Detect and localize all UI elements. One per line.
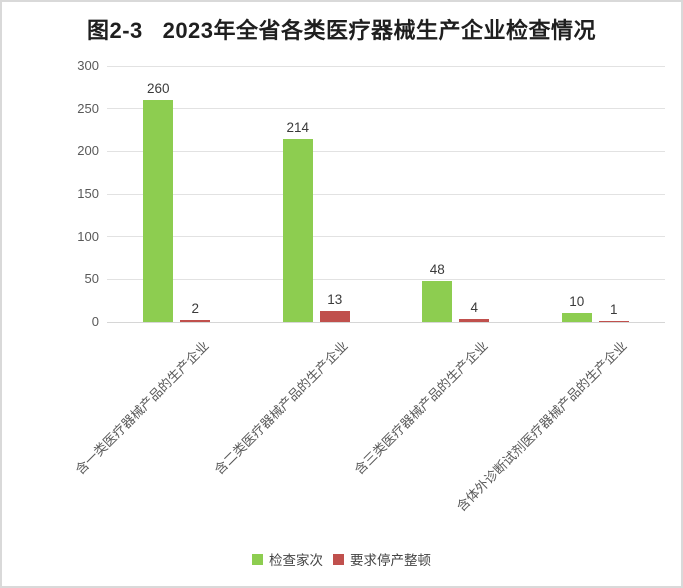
gridline-200 (107, 150, 665, 152)
bar-series1-cat2 (459, 319, 490, 322)
x-axis-category-1: 含二类医疗器械产品的生产企业 (211, 338, 351, 478)
bar-series0-cat1 (282, 139, 313, 322)
x-axis-category-3: 含体外诊断试剂医疗器械产品的生产企业 (453, 338, 630, 515)
gridline-150 (107, 193, 665, 195)
gridline-250 (107, 108, 665, 110)
bar-series0-cat2 (422, 281, 453, 322)
legend-item-1: 要求停产整顿 (333, 549, 431, 569)
chart-title: 图2-3 2023年全省各类医疗器械生产企业检查情况 (86, 18, 597, 43)
y-axis-tick-300: 300 (77, 58, 99, 73)
data-label-series1-cat3: 1 (609, 302, 618, 317)
bar-series1-cat1 (319, 311, 350, 322)
data-label-series1-cat0: 2 (191, 301, 199, 316)
bar-series0-cat3 (561, 313, 592, 322)
data-label-series0-cat0: 260 (146, 81, 170, 96)
y-axis-tick-50: 50 (84, 271, 99, 287)
x-axis-category-2: 含三类医疗器械产品的生产企业 (351, 338, 491, 478)
data-label-series1-cat2: 4 (470, 300, 478, 315)
gridline-50 (107, 278, 665, 280)
legend-swatch-icon (333, 553, 344, 565)
gridline-300 (107, 65, 665, 67)
legend-item-0: 检查家次 (252, 549, 323, 569)
y-axis-tick-150: 150 (77, 186, 99, 201)
bar-series1-cat0 (180, 320, 211, 322)
gridline-0 (107, 321, 665, 323)
legend-label: 检查家次 (269, 553, 323, 568)
data-label-series0-cat3: 10 (569, 294, 585, 309)
y-axis-tick-100: 100 (77, 228, 99, 244)
gridline-100 (107, 236, 665, 238)
legend-swatch-icon (252, 553, 263, 565)
y-axis-tick-200: 200 (77, 143, 99, 159)
data-label-series0-cat2: 48 (429, 262, 445, 277)
y-axis-tick-250: 250 (77, 100, 99, 116)
y-axis-tick-0: 0 (91, 314, 99, 329)
x-axis-category-0: 含一类医疗器械产品的生产企业 (72, 338, 212, 478)
data-label-series0-cat1: 214 (286, 120, 310, 135)
data-label-series1-cat1: 13 (327, 292, 343, 307)
bar-series0-cat0 (143, 100, 174, 322)
legend: 检查家次 要求停产整顿 (2, 549, 681, 569)
legend-label: 要求停产整顿 (350, 553, 431, 568)
bar-series1-cat3 (598, 321, 629, 322)
